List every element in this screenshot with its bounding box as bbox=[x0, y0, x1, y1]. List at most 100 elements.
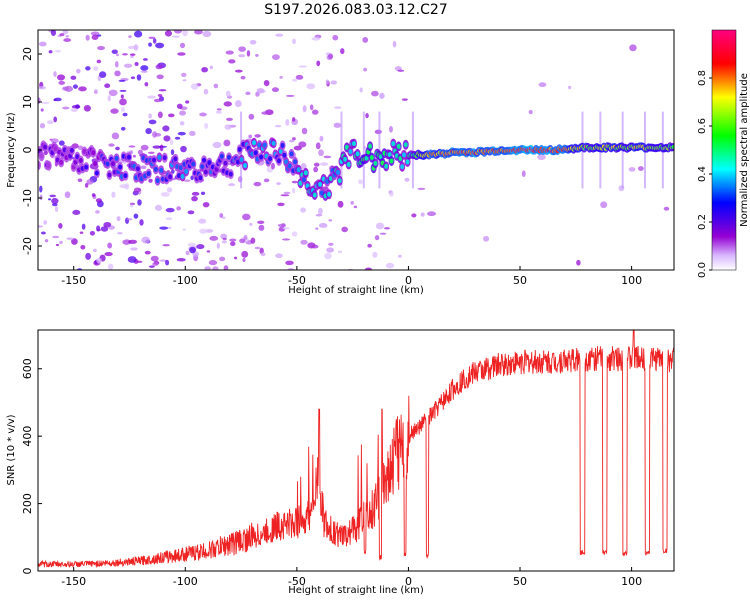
colorbar-label: Normalized spectral amplitude bbox=[739, 73, 750, 227]
spectrogram-ridge-core bbox=[75, 154, 80, 160]
spectrogram-noise-blob bbox=[271, 54, 280, 61]
y-tick-label: 400 bbox=[21, 426, 34, 447]
spectrogram-noise-blob bbox=[140, 65, 149, 71]
spectrogram-noise-blob bbox=[38, 85, 47, 90]
spectrogram-noise-blob bbox=[50, 30, 57, 37]
spectrogram-ridge-core bbox=[173, 156, 178, 162]
spectrogram-noise-blob bbox=[96, 257, 102, 264]
spectrogram-ridge-core bbox=[389, 158, 394, 164]
spectrogram-noise-blob bbox=[110, 108, 119, 114]
spectrogram-noise-blob bbox=[221, 240, 228, 244]
spectrogram-noise-blob bbox=[282, 227, 290, 230]
spectrogram-noise-blob bbox=[165, 259, 170, 266]
spectrogram-ridge-core bbox=[253, 150, 258, 156]
spectrogram-ridge-core bbox=[326, 191, 331, 197]
spectrogram-ridge-core bbox=[202, 157, 207, 163]
spectrogram-ridge-core bbox=[127, 154, 132, 160]
spectrogram-noise-blob bbox=[44, 239, 49, 243]
spectrogram-noise-blob bbox=[204, 266, 211, 270]
spectrogram-ridge-core bbox=[118, 164, 123, 170]
spectrogram-noise-blob bbox=[119, 89, 127, 92]
spectrogram-noise-blob bbox=[159, 259, 168, 262]
spectrogram-ridge-core bbox=[293, 159, 298, 165]
spectrogram-noise-blob bbox=[189, 130, 196, 136]
spectrogram-ridge-core bbox=[277, 158, 282, 164]
colorbar-tick-label: 0.0 bbox=[697, 262, 708, 278]
spectrogram-ridge-core bbox=[191, 161, 196, 167]
spectrogram-noise-blob bbox=[200, 191, 206, 195]
spectrogram-noise-blob bbox=[162, 125, 170, 132]
y-tick-label: 20 bbox=[21, 47, 34, 61]
spectrogram-ridge-core bbox=[282, 152, 287, 158]
spectrogram-noise-blob bbox=[212, 266, 219, 270]
spectrogram-noise-blob bbox=[248, 134, 253, 139]
spectrogram-noise-blob bbox=[162, 244, 170, 247]
spectrogram-noise-blob bbox=[229, 238, 237, 242]
spectrogram-noise-blob bbox=[139, 219, 144, 226]
spectrogram-noise-blob bbox=[298, 65, 308, 68]
spectrogram-noise-blob bbox=[185, 250, 190, 256]
spectrogram-noise-blob bbox=[187, 210, 195, 215]
colorbar-gradient bbox=[711, 29, 737, 271]
spectrogram-noise-blob bbox=[337, 200, 344, 208]
spectrogram-noise-blob bbox=[208, 260, 218, 266]
spectrogram-ridge-core bbox=[39, 153, 44, 159]
spectrogram-noise-blob bbox=[392, 40, 397, 48]
spectrogram-noise-blob bbox=[157, 111, 163, 119]
spectrogram-noise-blob bbox=[150, 255, 159, 262]
spectrogram-ridge bbox=[38, 30, 674, 270]
spectrogram-noise-blob bbox=[300, 207, 307, 213]
spectrogram-ridge-core bbox=[227, 154, 232, 160]
spectrogram-noise-blob bbox=[248, 113, 255, 120]
spectrogram-noise-blob bbox=[255, 53, 259, 57]
x-tick-label: -50 bbox=[288, 575, 306, 588]
spectrogram-ridge-core bbox=[105, 161, 110, 167]
x-tick-label: 100 bbox=[621, 274, 642, 287]
spectrogram-noise-blob bbox=[91, 193, 96, 197]
spectrogram-ridge-core bbox=[198, 175, 203, 181]
spectrogram-ridge-core bbox=[180, 174, 185, 180]
spectrogram-noise-blob bbox=[107, 242, 113, 249]
x-tick-label: 100 bbox=[621, 575, 642, 588]
spectrogram-noise-blob bbox=[245, 91, 251, 96]
spectrogram-noise-blob bbox=[91, 34, 99, 40]
spectrogram-noise-blob bbox=[397, 69, 405, 72]
colorbar-ticks: 0.0 0.2 0.4 0.6 0.8 bbox=[697, 70, 712, 278]
spectrogram-noise-blob bbox=[372, 251, 378, 258]
y-tick-label: 0 bbox=[21, 147, 34, 154]
spectrogram-noise-blob bbox=[120, 126, 126, 131]
colorbar-tick-label: 0.4 bbox=[697, 166, 708, 182]
spectrogram-ridge-core bbox=[259, 154, 264, 160]
spectrogram-noise-blob bbox=[209, 65, 213, 70]
spectrogram-noise-blob bbox=[417, 187, 426, 191]
spectrogram-noise-blob bbox=[59, 33, 65, 37]
spectrogram-noise-blob bbox=[292, 187, 296, 194]
spectrogram-noise-blob bbox=[115, 146, 120, 151]
spectrogram-noise-blob bbox=[181, 72, 187, 77]
spectrogram-streak bbox=[411, 111, 414, 189]
spectrogram-noise-blob bbox=[86, 179, 94, 185]
spectrogram-ridge-core bbox=[69, 147, 74, 153]
spectrogram-noise-blob bbox=[78, 86, 87, 92]
spectrogram-noise-blob bbox=[57, 74, 66, 81]
spectrogram-noise-blob bbox=[206, 250, 211, 253]
spectrogram-noise-blob bbox=[179, 110, 187, 116]
spectrogram-noise-blob bbox=[75, 104, 80, 109]
spectrogram-noise-blob bbox=[176, 206, 181, 211]
spectrogram-noise-blob bbox=[174, 136, 181, 140]
spectrogram-noise-blob bbox=[148, 178, 153, 183]
spectrogram-noise-blob bbox=[83, 104, 91, 112]
spectrogram-noise-blob bbox=[249, 39, 257, 45]
spectrogram-ridge-core bbox=[78, 158, 83, 164]
spectrogram-noise-blob bbox=[168, 226, 172, 229]
spectrogram-ridge-core bbox=[93, 161, 98, 167]
spectrogram-noise-blob bbox=[285, 119, 290, 126]
spectrogram-ridge-core bbox=[252, 140, 257, 146]
x-tick-label: -100 bbox=[173, 274, 198, 287]
spectrogram-noise-blob bbox=[77, 178, 83, 182]
spectrogram-noise-blob bbox=[107, 263, 114, 270]
spectrogram-noise-blob bbox=[190, 83, 199, 90]
spectrogram-noise-blob bbox=[128, 35, 132, 39]
spectrogram-noise-blob bbox=[568, 85, 572, 90]
